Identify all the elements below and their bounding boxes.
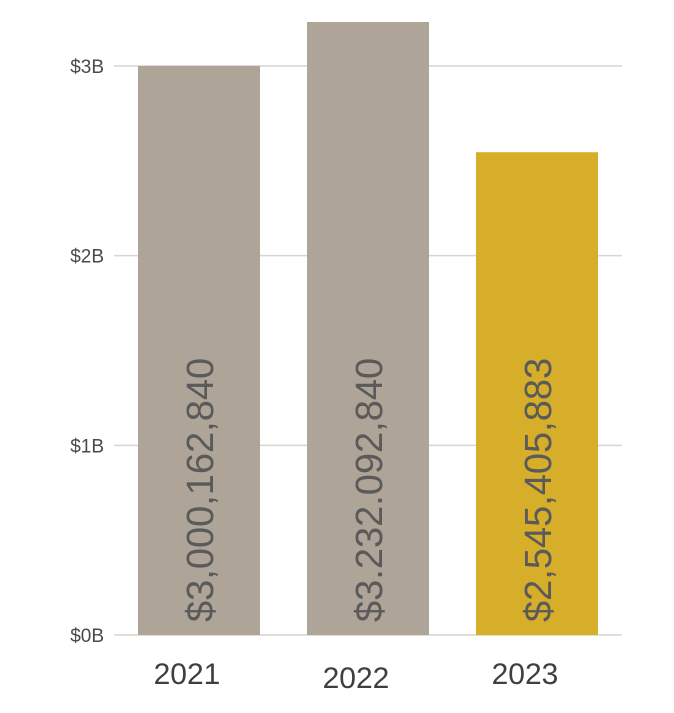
x-tick-label: 2022: [323, 662, 390, 695]
x-tick-label: 2021: [154, 658, 221, 691]
y-tick-label: $1B: [70, 436, 104, 457]
y-tick-label: $0B: [70, 626, 104, 647]
bar-2023: [476, 152, 598, 635]
bar-2022: [307, 21, 429, 635]
bar-value-label: $3,000,162,840: [180, 358, 222, 622]
bar-2021: [138, 65, 260, 635]
x-axis-labels: 2021 2022 2023: [154, 658, 559, 695]
y-tick-label: $3B: [70, 57, 104, 78]
y-axis-ticks: $0B $1B $2B $3B: [70, 57, 104, 647]
y-tick-label: $2B: [70, 247, 104, 268]
bar-value-label: $3.232.092,840: [349, 358, 391, 622]
bars: $3,000,162,840 $3.232.092,840 $2,545,405,8…: [138, 21, 598, 635]
bar-value-label: $2,545,405,883: [518, 358, 560, 622]
x-tick-label: 2023: [492, 658, 559, 691]
